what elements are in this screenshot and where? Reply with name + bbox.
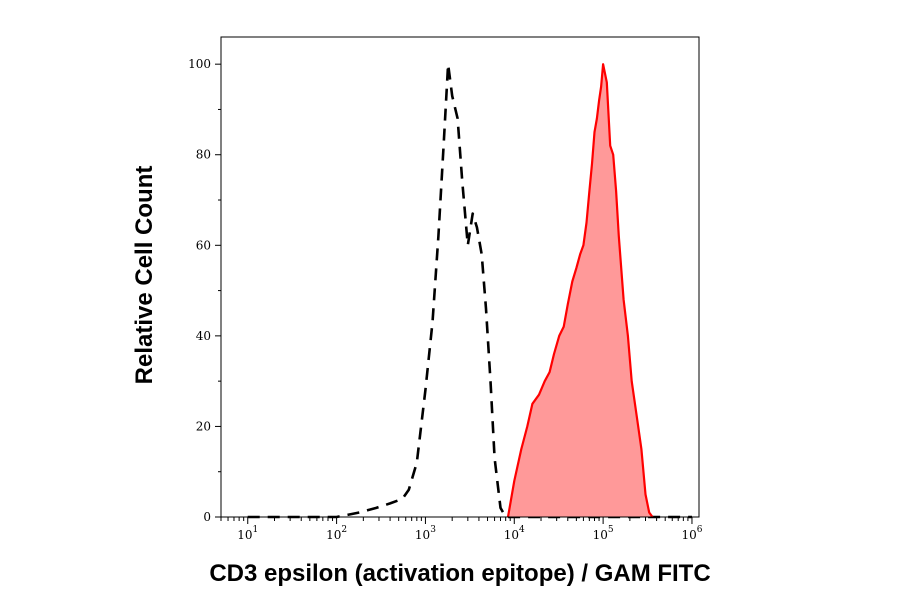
x-tick-label: 101 [237,525,258,542]
y-axis-title: Relative Cell Count [131,166,158,385]
x-tick-label: 103 [415,525,436,542]
y-tick-label: 20 [196,419,211,433]
y-tick-label: 0 [203,510,211,524]
plot-area [247,62,692,519]
x-axis: 101 102 103 104 105 106 [220,517,703,542]
x-tick-label: 102 [326,525,347,542]
x-tick-label: 104 [504,525,525,542]
plot-frame [220,36,700,518]
y-tick-label: 80 [196,148,211,162]
y-tick-label: 40 [196,329,211,343]
x-tick-label: 106 [681,525,702,542]
x-axis-title: CD3 epsilon (activation epitope) / GAM F… [209,560,710,587]
y-tick-label: 100 [188,57,211,71]
x-tick-label: 105 [593,525,614,542]
y-axis: 0 20 40 60 80 100 [188,57,221,524]
series-1-area [508,64,653,517]
series-1-line [506,63,654,518]
y-tick-label: 60 [196,238,211,252]
